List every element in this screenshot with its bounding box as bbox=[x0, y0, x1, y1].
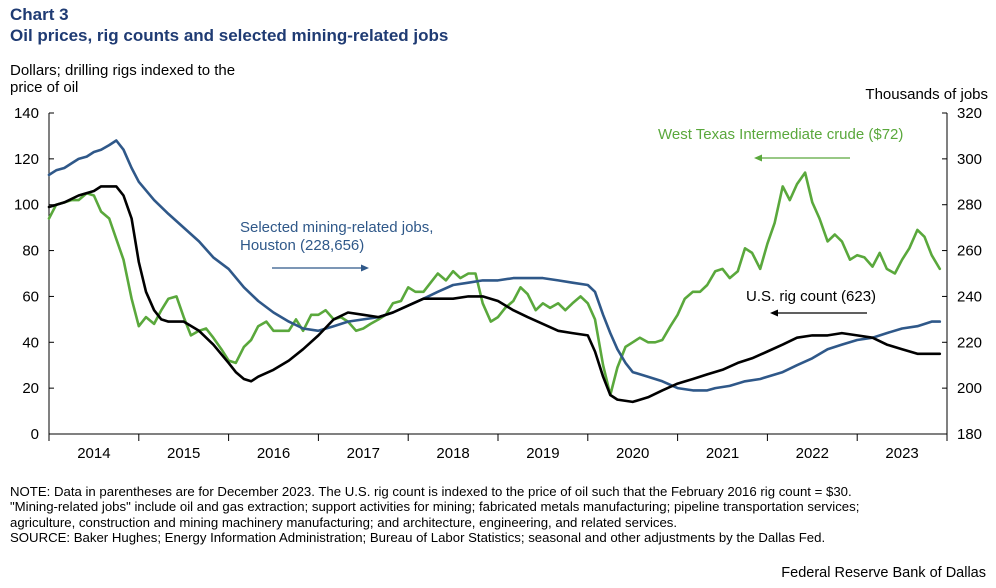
credit-line: Federal Reserve Bank of Dallas bbox=[781, 565, 986, 581]
note-line-3: agriculture, construction and mining mac… bbox=[10, 514, 678, 530]
left-tick-label: 40 bbox=[22, 334, 39, 351]
left-tick-label: 80 bbox=[22, 243, 39, 260]
chart-axes: 0 20 40 60 80 100 120 140 180 200 220 240 260 280 300 3… bbox=[14, 105, 982, 462]
rig-series-label: U.S. rig count (623) bbox=[746, 288, 876, 305]
jobs-arrowhead bbox=[361, 264, 369, 272]
right-tick-label: 280 bbox=[957, 197, 982, 214]
right-tick-label: 200 bbox=[957, 380, 982, 397]
wti-series-line bbox=[47, 171, 942, 397]
chart-plot: 0 20 40 60 80 100 120 140 180 200 220 240 260 280 300 3… bbox=[14, 105, 982, 462]
x-tick-label: 2021 bbox=[706, 445, 739, 462]
left-tick-label: 20 bbox=[22, 380, 39, 397]
x-tick-label: 2018 bbox=[436, 445, 469, 462]
x-tick-label: 2015 bbox=[167, 445, 200, 462]
rig-series-line bbox=[47, 185, 942, 404]
x-tick-label: 2019 bbox=[526, 445, 559, 462]
left-axis-unit-label: Dollars; drilling rigs indexed to the pr… bbox=[10, 62, 236, 96]
right-tick-label: 300 bbox=[957, 151, 982, 168]
jobs-series-label-line2: Houston (228,656) bbox=[240, 237, 364, 254]
jobs-series-label-line1: Selected mining-related jobs, bbox=[240, 219, 433, 236]
note-line-1: NOTE: Data in parentheses are for Decemb… bbox=[10, 484, 852, 499]
left-tick-label: 120 bbox=[14, 151, 39, 168]
jobs-series-line bbox=[47, 139, 942, 392]
wti-arrowhead bbox=[754, 154, 762, 162]
rig-arrowhead bbox=[770, 309, 778, 317]
chart-annotations: West Texas Intermediate crude ($72) Sele… bbox=[240, 126, 903, 317]
x-tick-label: 2017 bbox=[347, 445, 380, 462]
x-tick-label: 2020 bbox=[616, 445, 649, 462]
x-tick-label: 2014 bbox=[77, 445, 110, 462]
chart-notes: NOTE: Data in parentheses are for Decemb… bbox=[10, 484, 985, 546]
chart-number: Chart 3 bbox=[10, 5, 69, 24]
right-tick-label: 220 bbox=[957, 334, 982, 351]
right-tick-label: 180 bbox=[957, 426, 982, 443]
right-tick-label: 240 bbox=[957, 288, 982, 305]
left-tick-label: 140 bbox=[14, 105, 39, 122]
note-source: SOURCE: Baker Hughes; Energy Information… bbox=[10, 530, 826, 546]
right-tick-label: 260 bbox=[957, 243, 982, 260]
note-line-2: "Mining-related jobs" include oil and ga… bbox=[10, 499, 860, 515]
left-tick-label: 100 bbox=[14, 197, 39, 214]
right-tick-label: 320 bbox=[957, 105, 982, 122]
x-tick-label: 2016 bbox=[257, 445, 290, 462]
chart-title: Oil prices, rig counts and selected mini… bbox=[10, 26, 449, 45]
chart-series bbox=[47, 139, 942, 404]
x-tick-label: 2022 bbox=[796, 445, 829, 462]
left-tick-label: 0 bbox=[31, 426, 39, 443]
right-axis-unit-label: Thousands of jobs bbox=[865, 86, 988, 103]
wti-series-label: West Texas Intermediate crude ($72) bbox=[658, 126, 903, 143]
left-tick-label: 60 bbox=[22, 288, 39, 305]
x-tick-label: 2023 bbox=[885, 445, 918, 462]
